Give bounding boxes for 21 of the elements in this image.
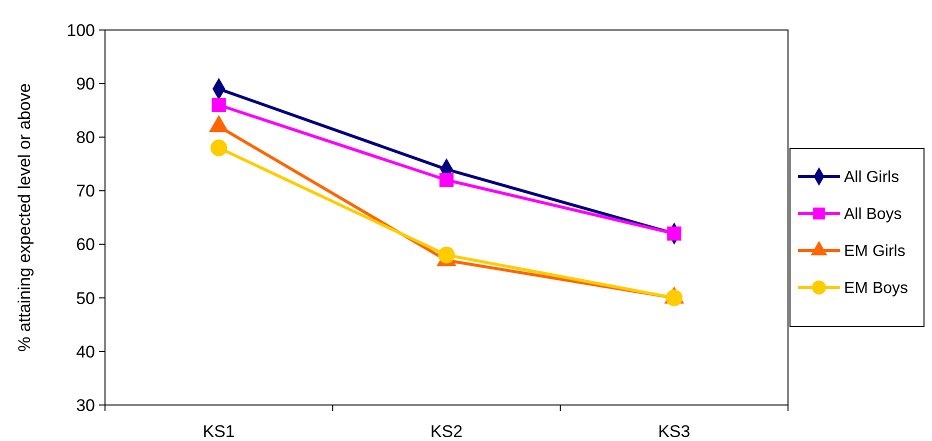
x-tick-label: KS1 xyxy=(202,422,235,441)
x-tick-label: KS2 xyxy=(430,422,463,441)
x-tick-label: KS3 xyxy=(658,422,690,441)
legend-label: All Boys xyxy=(844,206,902,224)
legend-label: EM Boys xyxy=(844,280,908,298)
point xyxy=(439,172,454,188)
y-tick-label: 30 xyxy=(76,396,95,415)
y-tick-label: 80 xyxy=(76,128,95,148)
y-axis-title: % attaining expected level or above xyxy=(15,83,34,352)
legend-label: EM Girls xyxy=(844,243,906,260)
point xyxy=(212,98,226,112)
y-tick-label: 60 xyxy=(76,235,95,254)
y-tick-label: 50 xyxy=(76,288,95,308)
point xyxy=(438,246,455,264)
point xyxy=(210,140,228,156)
y-tick-label: 40 xyxy=(76,342,95,362)
y-tick-label: 70 xyxy=(76,182,95,201)
y-tick-label: 90 xyxy=(76,74,95,94)
legend-label: All Girls xyxy=(844,169,900,186)
point xyxy=(667,226,682,241)
y-tick-label: 100 xyxy=(66,20,95,40)
